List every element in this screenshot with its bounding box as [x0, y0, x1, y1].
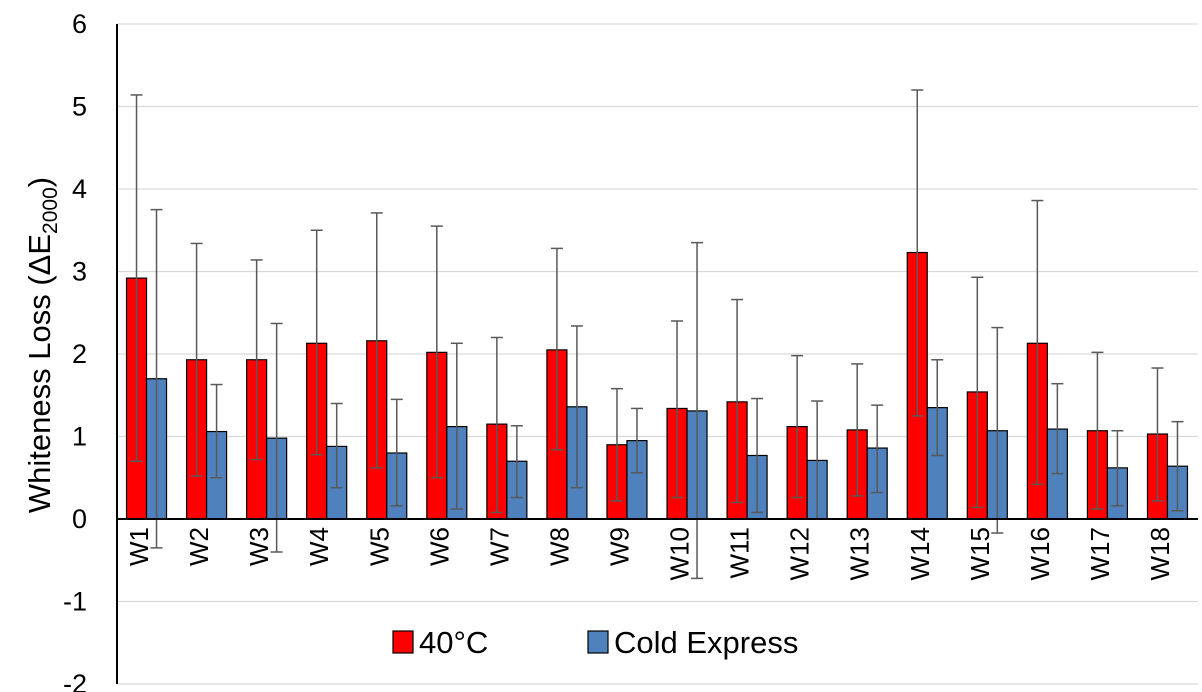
category-label: W2 [184, 527, 214, 566]
legend-label: Cold Express [614, 625, 798, 660]
y-axis-title: Whiteness Loss (ΔE2000) [22, 177, 62, 513]
category-label: W4 [304, 527, 334, 566]
category-labels: W1 W2 W3 W4 W5 W6 W7 W8 W9 W10 W11 W12 W13 W14 W15 W16 W… [124, 527, 1175, 580]
gridlines [117, 23, 1198, 685]
category-label: W13 [845, 527, 875, 580]
category-label: W18 [1145, 527, 1175, 580]
category-label: W12 [785, 527, 815, 580]
y-axis-title-subscript: 2000 [39, 187, 62, 234]
category-label: W1 [124, 527, 154, 566]
y-axis-title-main: Whiteness Loss (ΔE [22, 234, 57, 513]
legend-label: 40°C [419, 625, 488, 660]
y-tick-label: 6 [72, 9, 87, 39]
y-axis-title-close: ) [22, 177, 57, 187]
category-label: W15 [965, 527, 995, 580]
category-label: W16 [1025, 527, 1055, 580]
category-label: W7 [484, 527, 514, 566]
y-tick-label: 4 [72, 174, 87, 204]
category-label: W10 [665, 527, 695, 580]
category-label: W17 [1085, 527, 1115, 580]
category-label: W3 [244, 527, 274, 566]
category-label: W5 [364, 527, 394, 566]
y-tick-label: 2 [72, 339, 87, 369]
y-tick-label: -1 [63, 587, 87, 617]
category-label: W11 [725, 527, 755, 579]
y-tick-label: 3 [72, 257, 87, 287]
axes [116, 24, 1198, 684]
legend: 40°C Cold Express [392, 625, 798, 660]
y-tick-label: -2 [63, 669, 87, 692]
category-label: W8 [544, 527, 574, 566]
legend-swatch [587, 630, 609, 654]
category-label: W14 [905, 527, 935, 580]
category-label: W9 [604, 527, 634, 566]
bar-series [125, 251, 1189, 520]
y-tick-label: 0 [72, 504, 87, 534]
error-bars [130, 89, 1184, 580]
y-tick-labels: -2 -1 0 1 2 3 4 5 6 [63, 9, 87, 692]
y-tick-label: 5 [72, 92, 87, 122]
legend-swatch [392, 630, 414, 654]
category-label: W6 [424, 527, 454, 566]
y-tick-label: 1 [72, 422, 87, 452]
